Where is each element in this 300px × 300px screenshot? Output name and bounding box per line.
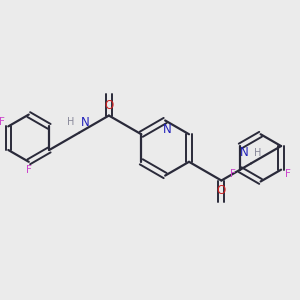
Text: O: O — [217, 184, 226, 197]
Text: H: H — [254, 148, 262, 158]
Text: F: F — [285, 169, 291, 178]
Text: F: F — [0, 117, 4, 128]
Text: N: N — [239, 146, 248, 159]
Text: F: F — [230, 169, 236, 178]
Text: O: O — [104, 99, 113, 112]
Text: F: F — [26, 165, 32, 175]
Text: N: N — [81, 116, 90, 129]
Text: N: N — [163, 123, 172, 136]
Text: H: H — [67, 117, 74, 127]
